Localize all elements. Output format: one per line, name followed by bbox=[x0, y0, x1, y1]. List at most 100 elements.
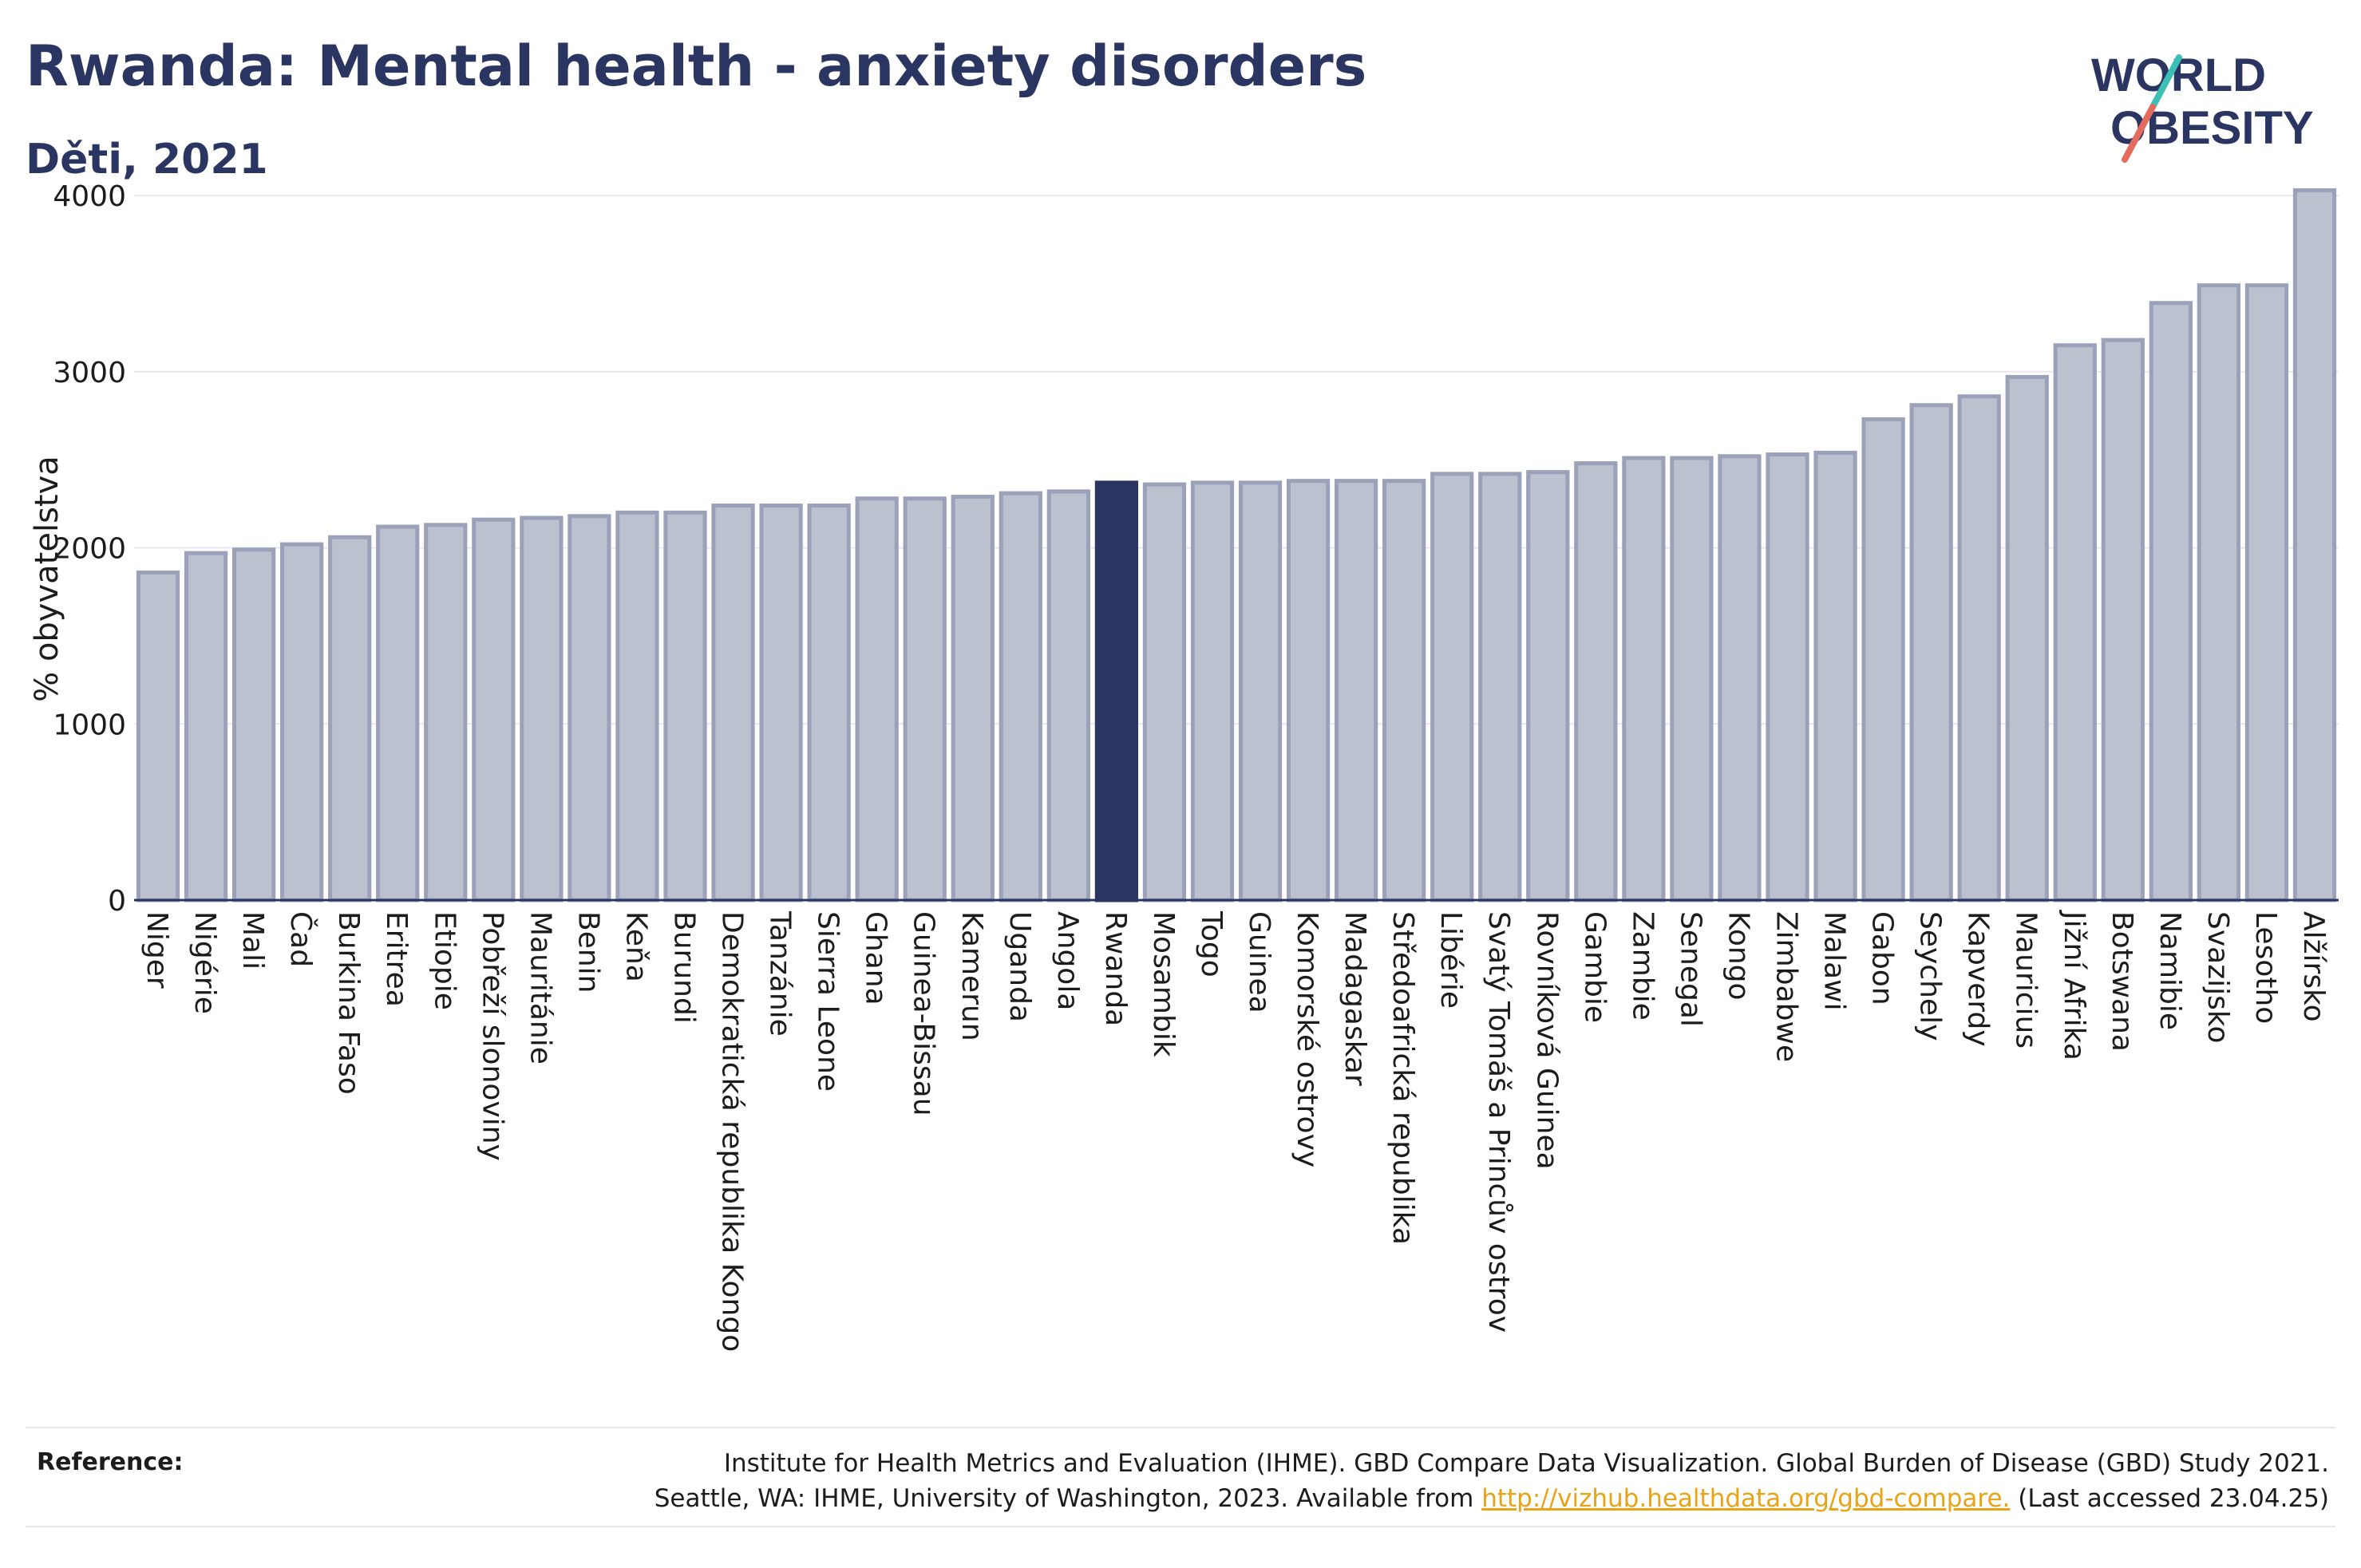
bar bbox=[1957, 394, 2001, 902]
reference-line2: Seattle, WA: IHME, University of Washing… bbox=[655, 1481, 2329, 1516]
reference-text: Institute for Health Metrics and Evaluat… bbox=[655, 1446, 2329, 1516]
x-tick-label: Libérie bbox=[1434, 911, 1467, 1009]
bar bbox=[1430, 472, 1474, 902]
bar bbox=[2101, 338, 2145, 902]
bar bbox=[424, 523, 468, 902]
bar bbox=[759, 504, 803, 902]
x-tick-label: Seychely bbox=[1914, 911, 1947, 1041]
bar bbox=[999, 491, 1042, 902]
bar bbox=[2149, 301, 2193, 902]
bar bbox=[1286, 479, 1331, 902]
reference-label: Reference: bbox=[37, 1448, 184, 1476]
bar bbox=[1478, 472, 1522, 902]
x-tick-label: Svazijsko bbox=[2201, 911, 2234, 1043]
logo-slash-teal bbox=[2149, 54, 2182, 110]
x-tick-label: Čad bbox=[284, 911, 318, 967]
bar bbox=[1909, 403, 1953, 902]
chart-subtitle: Děti, 2021 bbox=[26, 136, 268, 184]
bar-chart: 0 1000 2000 3000 4000 % obyvatelstva Niger Nigé… bbox=[29, 180, 2339, 1352]
bar bbox=[472, 517, 516, 902]
bar bbox=[903, 496, 947, 902]
x-tick-label: Jižní Afrika bbox=[2058, 910, 2090, 1060]
x-tick-label: Burundi bbox=[668, 911, 701, 1024]
reference-line2-suffix: (Last accessed 23.04.25) bbox=[2010, 1484, 2329, 1513]
x-tick-label: Mosambik bbox=[1147, 911, 1180, 1057]
x-tick-label: Keňa bbox=[619, 911, 652, 982]
bar bbox=[1334, 479, 1378, 902]
x-tick-label: Namibie bbox=[2153, 911, 2186, 1030]
footer-bottom-rule bbox=[26, 1526, 2335, 1527]
bar bbox=[951, 495, 995, 902]
bar bbox=[1190, 480, 1235, 902]
bar bbox=[1766, 452, 1809, 902]
x-tick-label: Komorské ostrovy bbox=[1291, 911, 1323, 1167]
y-tick-label: 2000 bbox=[53, 533, 126, 566]
reference-line2-prefix: Seattle, WA: IHME, University of Washing… bbox=[654, 1484, 1482, 1513]
x-tick-label: Nigérie bbox=[188, 911, 221, 1014]
x-tick-label: Lesotho bbox=[2249, 911, 2282, 1024]
bar bbox=[1813, 450, 1857, 902]
x-tick-label: Gabon bbox=[1866, 911, 1899, 1005]
x-tick-label: Zimbabwe bbox=[1770, 911, 1803, 1062]
logo-slash-coral bbox=[2122, 104, 2156, 163]
bar bbox=[1622, 456, 1666, 902]
bar bbox=[615, 510, 659, 902]
x-tick-label: Guinea bbox=[1243, 911, 1275, 1013]
bar bbox=[568, 514, 611, 902]
x-tick-label: Niger bbox=[140, 911, 173, 989]
x-tick-label: Alžírsko bbox=[2297, 911, 2330, 1022]
bar bbox=[2244, 283, 2289, 902]
x-tick-label: Svatý Tomáš a Princův ostrov bbox=[1482, 911, 1515, 1333]
bar bbox=[2005, 374, 2049, 902]
footer-top-rule bbox=[26, 1427, 2335, 1428]
y-tick-label: 0 bbox=[108, 885, 126, 918]
x-tick-label: Mauritánie bbox=[524, 911, 556, 1064]
x-tick-label: Benin bbox=[571, 911, 604, 993]
bar bbox=[663, 510, 707, 902]
x-tick-label: Uganda bbox=[1003, 911, 1036, 1022]
bar bbox=[2053, 343, 2097, 902]
x-tick-label: Etiopie bbox=[428, 911, 461, 1010]
bar bbox=[328, 535, 372, 902]
x-tick-label: Demokratická republika Kongo bbox=[716, 911, 749, 1352]
bar bbox=[1670, 456, 1714, 902]
world-obesity-logo: WORLD OBESITY bbox=[2091, 49, 2314, 163]
chart-title: Rwanda: Mental health - anxiety disorder… bbox=[26, 34, 1367, 99]
bar bbox=[1718, 454, 1762, 902]
x-tick-label: Rwanda bbox=[1099, 911, 1132, 1026]
x-tick-label: Rovníková Guinea bbox=[1530, 911, 1563, 1170]
x-tick-label: Kapverdy bbox=[1962, 911, 1995, 1047]
bar bbox=[1142, 482, 1187, 902]
reference-line1: Institute for Health Metrics and Evaluat… bbox=[723, 1449, 2329, 1478]
bar bbox=[711, 504, 755, 902]
y-tick-label: 3000 bbox=[53, 357, 126, 389]
bar bbox=[2292, 188, 2337, 902]
x-tick-label: Mali bbox=[236, 911, 269, 970]
x-tick-label: Sierra Leone bbox=[812, 911, 844, 1092]
bar bbox=[1861, 417, 1905, 902]
x-tick-label: Kamerun bbox=[955, 911, 988, 1041]
x-tick-label: Madagaskar bbox=[1339, 911, 1371, 1086]
x-tick-label: Guinea-Bissau bbox=[908, 911, 940, 1116]
bar bbox=[231, 547, 276, 902]
bar bbox=[520, 515, 564, 902]
y-axis-title: % obyvatelstva bbox=[29, 456, 65, 702]
reference-link[interactable]: http://vizhub.healthdata.org/gbd-compare… bbox=[1481, 1484, 2011, 1513]
x-tick-label: Mauricius bbox=[2010, 911, 2043, 1049]
bar bbox=[1238, 480, 1283, 902]
bar bbox=[184, 551, 228, 902]
bar bbox=[807, 504, 851, 902]
x-tick-label: Gambie bbox=[1578, 911, 1611, 1023]
y-tick-label: 1000 bbox=[53, 709, 126, 741]
y-tick-label: 4000 bbox=[53, 180, 126, 213]
bar bbox=[855, 496, 899, 902]
x-tick-label: Botswana bbox=[2106, 911, 2138, 1052]
x-tick-label: Malawi bbox=[1818, 911, 1851, 1011]
bar bbox=[1382, 479, 1426, 902]
bar bbox=[376, 524, 420, 902]
x-tick-label: Senegal bbox=[1674, 911, 1706, 1027]
bar bbox=[1526, 470, 1570, 902]
bar bbox=[280, 542, 324, 902]
x-tick-label: Tanzánie bbox=[764, 910, 797, 1037]
x-tick-label: Zambie bbox=[1626, 911, 1659, 1021]
